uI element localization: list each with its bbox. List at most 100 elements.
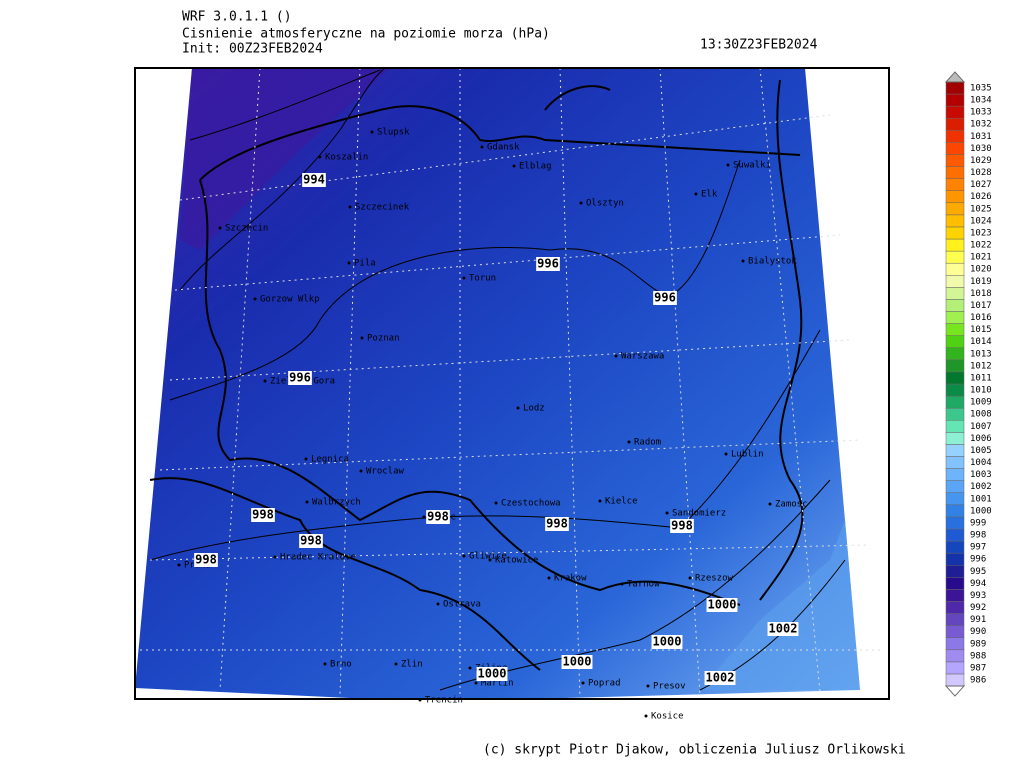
contour-label: 1002 (769, 622, 798, 636)
city-label: Bialystok (748, 257, 797, 267)
contour-label: 998 (300, 534, 322, 548)
city-dot (304, 457, 308, 461)
city-dot (726, 163, 730, 167)
city-label: Ostrava (443, 600, 481, 610)
city-dot (620, 582, 624, 586)
colorbar-swatch (945, 492, 965, 506)
colorbar-swatch (945, 395, 965, 409)
city-dot (177, 563, 181, 567)
contour-label: 998 (195, 553, 217, 567)
colorbar-swatch (945, 540, 965, 554)
city-label: Wroclaw (366, 467, 405, 477)
colorbar-swatch (945, 142, 965, 155)
city-label: Brno (330, 660, 352, 670)
colorbar-label: 1024 (970, 216, 992, 226)
contour-label-bg (545, 517, 569, 531)
low-area (180, 68, 390, 250)
title: Cisnienie atmosferyczne na poziomie morz… (182, 27, 550, 42)
contour-label-bg (670, 519, 694, 533)
colorbar-swatch (945, 577, 965, 590)
colorbar-swatch (945, 202, 965, 216)
colorbar-label: 1000 (970, 506, 992, 516)
colorbar-swatch (945, 383, 965, 397)
high-area (700, 520, 860, 690)
contour-label: 1000 (563, 655, 592, 669)
colorbar-label: 990 (970, 627, 986, 637)
isobars (149, 67, 846, 691)
city-dot (579, 201, 583, 205)
colorbar-label: 1010 (970, 386, 992, 396)
colorbar-swatch (945, 407, 965, 421)
city-label: Zlin (401, 660, 423, 670)
colorbar-swatch (945, 190, 965, 204)
colorbar-swatch (945, 287, 965, 300)
city-dot (323, 662, 327, 666)
colorbar-label: 999 (970, 518, 986, 528)
colorbar-label: 1005 (970, 446, 992, 456)
colorbar-arrow-top (944, 71, 966, 83)
colorbar-swatch (945, 552, 965, 566)
city-dot (644, 714, 648, 718)
colorbar-label: 1009 (970, 398, 992, 408)
colorbar-label: 1012 (970, 361, 992, 371)
city-dot (347, 261, 351, 265)
contour-label-bg (426, 510, 450, 524)
colorbar-label: 989 (970, 639, 986, 649)
colorbar-swatch (945, 178, 965, 191)
colorbar-swatch (945, 275, 965, 288)
colorbar-label: 994 (970, 579, 986, 589)
colorbar-swatch (945, 444, 965, 457)
colorbar-swatch (945, 601, 965, 614)
city-dot (348, 205, 352, 209)
colorbar-label: 1001 (970, 494, 992, 504)
city-label: Radom (634, 438, 661, 448)
colorbar-swatch (945, 661, 965, 675)
colorbar-swatch (945, 456, 965, 469)
colorbar-swatch (945, 311, 965, 324)
city-label: Hradec Kralove (280, 553, 356, 563)
colorbar-label: 1008 (970, 410, 992, 420)
city-label: Gdansk (487, 143, 520, 153)
colorbar-label: 996 (970, 555, 986, 565)
contour-label: 1000 (478, 667, 507, 681)
colorbar-swatch (945, 154, 965, 167)
contour-label-bg (288, 371, 312, 385)
colorbar-swatch (945, 214, 965, 228)
colorbar-arrow-bottom (944, 685, 966, 697)
city-dot (360, 336, 364, 340)
colorbar-swatch (945, 81, 965, 95)
city-label: Gorzow Wlkp (260, 295, 320, 305)
colorbar-label: 1031 (970, 132, 992, 142)
colorbar-label: 1002 (970, 482, 992, 492)
city-dot (305, 500, 309, 504)
colorbar-swatch (945, 105, 965, 119)
city-dot (462, 554, 466, 558)
colorbar-label: 1013 (970, 349, 992, 359)
contour-label-bg (299, 534, 323, 548)
city-label: Torun (469, 274, 496, 284)
contour-label: 996 (654, 291, 676, 305)
colorbar-label: 1011 (970, 373, 992, 383)
city-dot (694, 192, 698, 196)
contour-label-bg (302, 173, 326, 187)
colorbar-label: 998 (970, 531, 986, 541)
city-label: Szczecin (225, 224, 268, 234)
contour-labels: 994 996 996 996 998 998 998 998 998 998 1000 1000 10… (194, 173, 799, 685)
city-label: Pila (354, 259, 376, 269)
city-dot (359, 469, 363, 473)
city-label: Poprad (588, 679, 621, 689)
colorbar-label: 1007 (970, 422, 992, 432)
colorbar-label: 1003 (970, 470, 992, 480)
colorbar-label: 995 (970, 567, 986, 577)
contour-label-bg (561, 655, 593, 669)
contour-label: 998 (546, 517, 568, 531)
colorbar-label: 1017 (970, 301, 992, 311)
colorbar-label: 992 (970, 603, 986, 613)
city-dot (488, 558, 492, 562)
colorbar-label: 1023 (970, 228, 992, 238)
city-dot (422, 515, 426, 519)
city-label: Trencin (425, 696, 463, 706)
colorbar-label: 1014 (970, 337, 992, 347)
city-dot (394, 662, 398, 666)
